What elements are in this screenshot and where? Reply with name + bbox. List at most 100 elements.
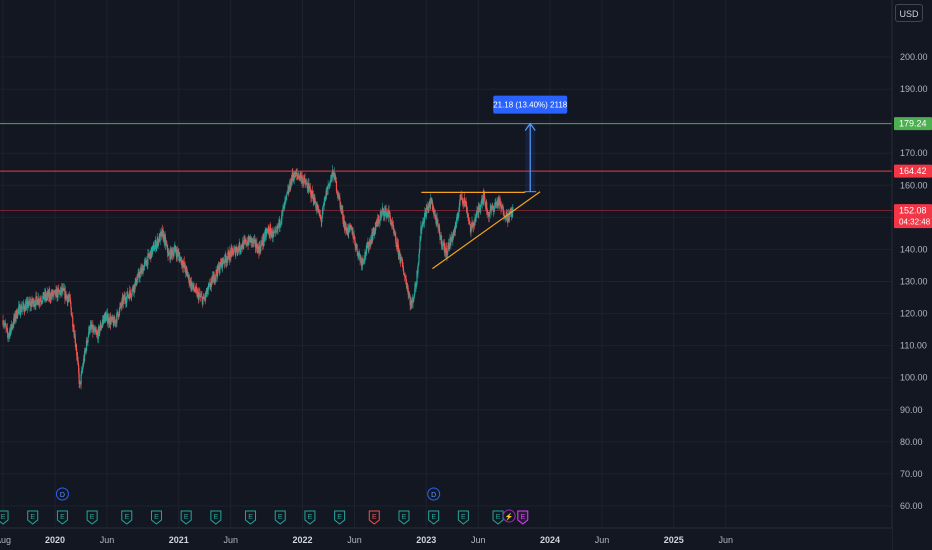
- drawings[interactable]: 21.18 (13.40%) 2118: [421, 95, 568, 270]
- price-tick-label: 90.00: [900, 405, 923, 415]
- candle-body: [83, 351, 86, 361]
- earnings-icon[interactable]: [398, 510, 410, 525]
- candle-body: [94, 328, 96, 332]
- candle-body: [499, 202, 502, 206]
- earnings-icon[interactable]: [428, 510, 440, 525]
- candle-body: [174, 245, 176, 250]
- candle-body: [267, 228, 269, 230]
- candle-body: [319, 214, 321, 217]
- candle-body: [193, 289, 196, 292]
- currency-button[interactable]: USD: [895, 4, 923, 22]
- triangle-bottom-line[interactable]: [432, 191, 541, 270]
- earnings-icon[interactable]: [150, 510, 162, 525]
- candle-body: [310, 197, 313, 199]
- candle-body: [296, 173, 298, 175]
- candle-body: [69, 297, 71, 302]
- candle-body: [305, 183, 307, 185]
- split-icon[interactable]: [502, 509, 516, 523]
- candle-body: [102, 320, 104, 323]
- candle-body: [395, 242, 397, 246]
- dividend-icon[interactable]: [55, 487, 69, 501]
- candle-body: [302, 180, 305, 184]
- candle-body: [194, 291, 196, 292]
- candle-body: [338, 195, 341, 198]
- earnings-icon[interactable]: [86, 510, 98, 525]
- candle-body: [57, 288, 59, 298]
- earnings-icon[interactable]: [304, 510, 316, 525]
- candle-body: [81, 367, 84, 371]
- candle-body: [78, 372, 80, 384]
- candle-body: [186, 268, 188, 271]
- candle-body: [241, 245, 243, 248]
- earnings-icon[interactable]: [210, 510, 222, 525]
- candle-body: [300, 176, 302, 179]
- candle-body: [336, 190, 338, 193]
- candle-body: [237, 247, 239, 253]
- candle-body: [436, 218, 438, 220]
- candle-body: [144, 260, 146, 263]
- candle-body: [430, 198, 432, 203]
- dividend-icon[interactable]: [427, 487, 441, 501]
- candle-body: [40, 299, 42, 302]
- candle-body: [213, 274, 215, 282]
- earnings-icon[interactable]: [492, 510, 504, 525]
- candle-body: [462, 199, 464, 202]
- earnings-icon[interactable]: [274, 510, 286, 525]
- candle-body: [277, 225, 280, 227]
- candle-body: [433, 210, 435, 216]
- candle-body: [72, 316, 74, 327]
- earnings-icon[interactable]: [245, 510, 257, 525]
- earnings-icon[interactable]: [27, 510, 39, 525]
- candle-body: [74, 334, 76, 344]
- candle-body: [76, 349, 78, 356]
- candle-body: [260, 244, 262, 252]
- candle-body: [198, 294, 200, 300]
- candle-body: [229, 250, 231, 261]
- candle-body: [377, 218, 379, 220]
- measure-label: 21.18 (13.40%) 2118: [493, 101, 568, 110]
- candle-body: [425, 208, 427, 217]
- candle-body: [19, 314, 21, 315]
- earnings-icon[interactable]: [368, 510, 380, 525]
- earnings-icon[interactable]: [180, 510, 192, 525]
- candle-body: [360, 257, 362, 260]
- candle-body: [391, 221, 394, 226]
- candle-body: [316, 207, 318, 210]
- candle-body: [148, 253, 150, 256]
- candle-body: [73, 329, 75, 338]
- earnings-icon[interactable]: [517, 510, 529, 525]
- earnings-icon[interactable]: [334, 510, 346, 525]
- candle-body: [401, 258, 403, 265]
- candle-body: [409, 294, 411, 298]
- candle-body: [295, 172, 297, 178]
- candle-body: [385, 207, 387, 218]
- candle-body: [487, 213, 489, 215]
- price-axis-panel[interactable]: [892, 0, 932, 550]
- time-axis[interactable]: Aug 2020 Jun 2021 Jun 2022 Jun 2023 Jun 2024 Jun 20…: [0, 535, 733, 545]
- candle-body: [136, 279, 138, 284]
- candle-body: [361, 258, 364, 265]
- candle-body: [104, 313, 106, 316]
- earnings-icon[interactable]: [56, 510, 68, 525]
- measure-label-box[interactable]: [493, 95, 568, 114]
- candle-body: [71, 315, 73, 317]
- candle-body: [6, 327, 8, 329]
- candle-body: [126, 296, 128, 303]
- candle-body: [30, 303, 33, 307]
- candle-body: [348, 225, 350, 234]
- candle-body: [284, 199, 286, 202]
- event-markers[interactable]: E E E D E E E E E E E E E E E E D E E ⚡ E: [0, 487, 529, 525]
- candle-body: [378, 220, 380, 224]
- candle-body: [278, 219, 281, 227]
- earnings-icon[interactable]: [0, 510, 9, 525]
- candle-body: [159, 232, 161, 242]
- time-axis-panel[interactable]: [0, 528, 892, 550]
- event-letter: E: [30, 514, 35, 521]
- earnings-icon[interactable]: [457, 510, 469, 525]
- candle-body: [119, 306, 121, 309]
- candle-body: [189, 283, 191, 284]
- candle-body: [129, 290, 131, 294]
- countdown-label: 04:32:48: [899, 218, 931, 227]
- earnings-icon[interactable]: [121, 510, 133, 525]
